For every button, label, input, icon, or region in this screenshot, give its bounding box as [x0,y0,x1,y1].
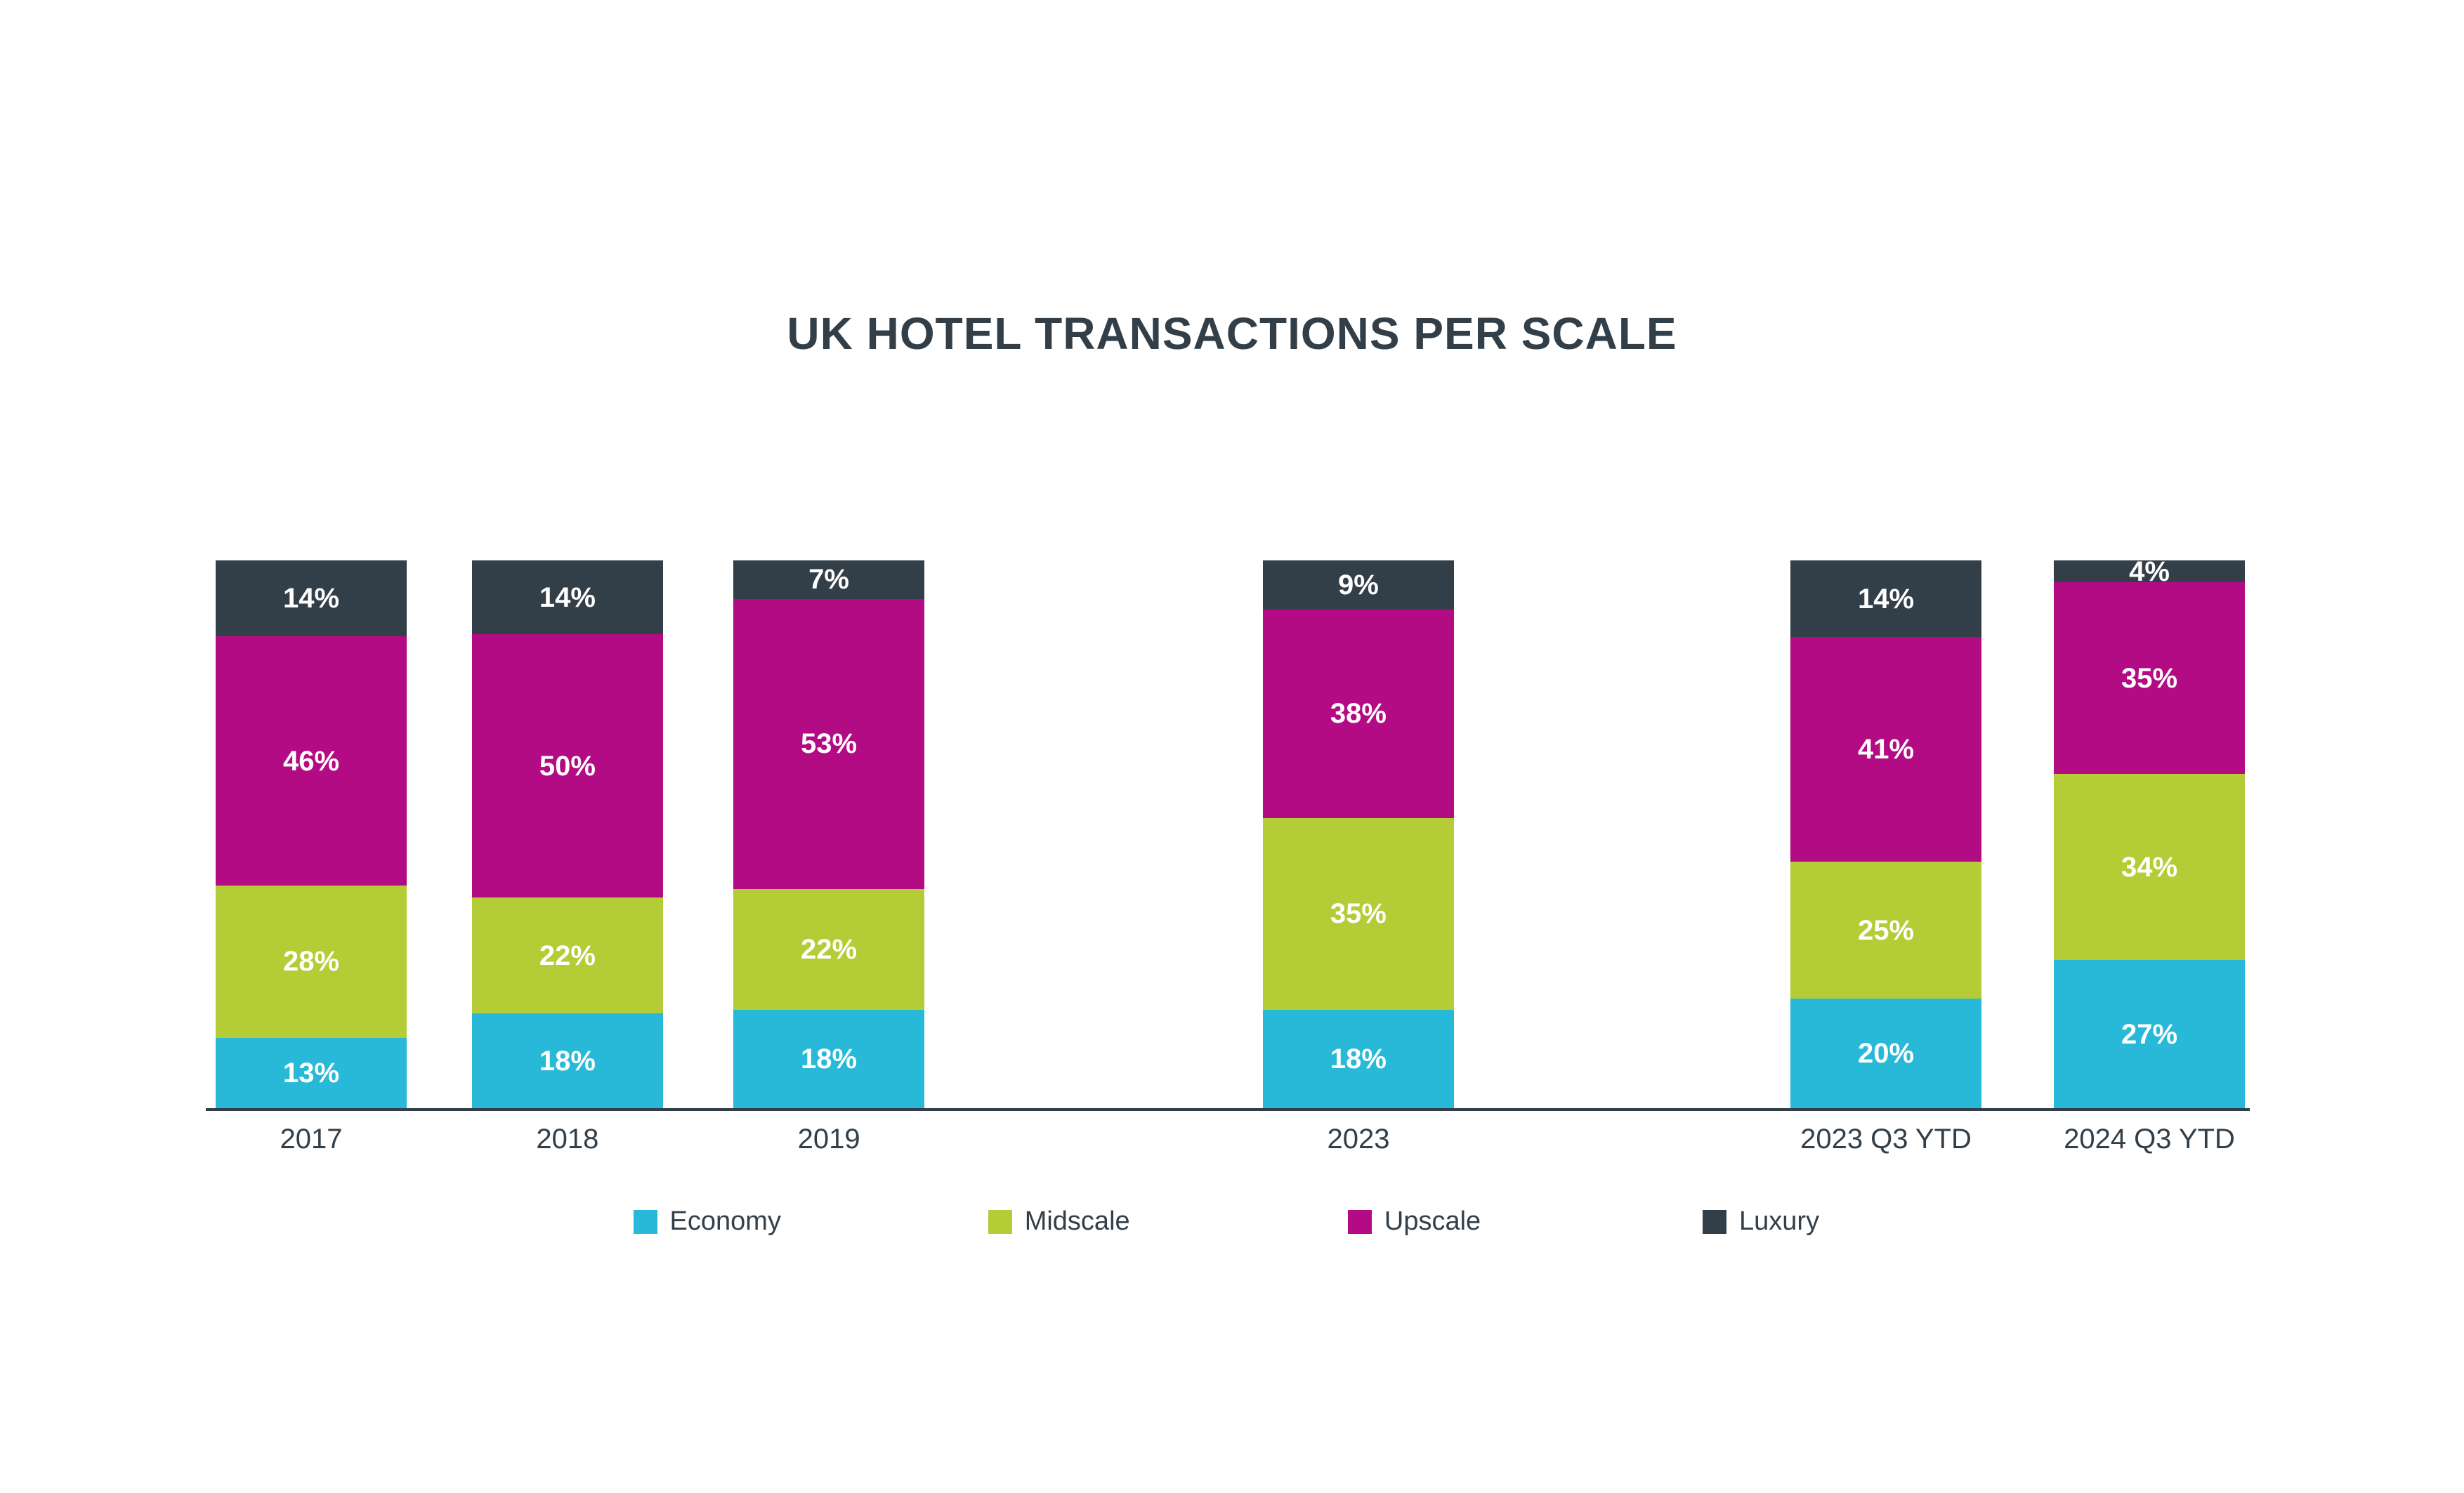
segment-value-label: 14% [283,583,340,614]
segment-value-label: 18% [801,1043,858,1074]
x-tick-label: 2017 [280,1124,343,1155]
segment-value-label: 4% [2129,555,2170,587]
bar-segment-economy-2023-q3-ytd: 20% [1790,999,1981,1108]
legend-label: Upscale [1384,1206,1481,1236]
segment-value-label: 13% [283,1057,340,1088]
segment-value-label: 41% [1857,734,1915,765]
legend-label: Luxury [1739,1206,1820,1236]
segment-value-label: 20% [1857,1038,1915,1069]
chart-title: UK HOTEL TRANSACTIONS PER SCALE [787,308,1677,359]
bar-segment-midscale-2018: 22% [471,897,663,1013]
segment-value-label: 34% [2121,851,2178,883]
segment-value-label: 25% [1857,914,1915,946]
segment-value-label: 28% [283,946,340,978]
bar-segment-upscale-2019: 53% [733,598,925,889]
segment-value-label: 53% [801,728,858,760]
bar-segment-upscale-2023-q3-ytd: 41% [1790,637,1981,862]
segment-value-label: 35% [2121,662,2178,694]
segment-value-label: 14% [539,581,596,613]
legend-swatch-icon [1347,1209,1372,1234]
bar-segment-midscale-2023-q3-ytd: 25% [1790,862,1981,999]
bar-segment-luxury-2017: 14% [216,560,407,637]
x-axis-line [206,1108,2250,1111]
x-tick-label: 2024 Q3 YTD [2064,1124,2235,1155]
segment-value-label: 7% [808,564,849,596]
legend-item-midscale: Midscale [988,1206,1130,1237]
chart-legend: Economy Midscale Upscale Luxury [0,1206,2464,1249]
bar-segment-midscale-2024-q3-ytd: 34% [2054,774,2245,961]
segment-value-label: 22% [801,933,858,965]
segment-value-label: 18% [1330,1043,1387,1074]
segment-value-label: 50% [539,750,596,782]
bar-segment-economy-2018: 18% [471,1013,663,1108]
legend-item-economy: Economy [633,1206,781,1237]
legend-item-luxury: Luxury [1703,1206,1819,1237]
segment-value-label: 18% [539,1045,596,1077]
bar-segment-midscale-2017: 28% [216,886,407,1038]
x-tick-label: 2019 [797,1124,860,1155]
legend-swatch-icon [988,1209,1012,1234]
legend-swatch-icon [633,1209,657,1234]
segment-value-label: 38% [1330,698,1387,730]
x-tick-label: 2023 Q3 YTD [1800,1124,1972,1155]
bar-segment-upscale-2023: 38% [1263,610,1454,818]
bar-segment-upscale-2018: 50% [471,634,663,897]
legend-item-upscale: Upscale [1347,1206,1481,1237]
legend-label: Economy [669,1206,781,1236]
bar-segment-luxury-2023: 9% [1263,560,1454,610]
bar-segment-economy-2023: 18% [1263,1009,1454,1108]
bar-segment-economy-2017: 13% [216,1037,407,1108]
bar-segment-luxury-2024-q3-ytd: 4% [2054,558,2245,586]
bar-segment-luxury-2018: 14% [471,560,663,634]
bar-segment-economy-2024-q3-ytd: 27% [2054,960,2245,1108]
bar-segment-upscale-2024-q3-ytd: 35% [2054,582,2245,775]
legend-swatch-icon [1703,1209,1727,1234]
x-tick-label: 2023 [1327,1124,1390,1155]
bar-segment-luxury-2019: 7% [733,560,925,599]
x-tick-label: 2018 [536,1124,599,1155]
segment-value-label: 22% [539,940,596,971]
segment-value-label: 35% [1330,898,1387,930]
bar-segment-economy-2019: 18% [733,1009,925,1108]
segment-value-label: 27% [2121,1018,2178,1050]
legend-label: Midscale [1024,1206,1130,1236]
bar-segment-upscale-2017: 46% [216,636,407,886]
bar-segment-midscale-2023: 35% [1263,817,1454,1010]
segment-value-label: 9% [1338,570,1379,601]
bar-segment-luxury-2023-q3-ytd: 14% [1790,560,1981,638]
bar-segment-midscale-2019: 22% [733,889,925,1010]
segment-value-label: 14% [1857,583,1915,614]
segment-value-label: 46% [283,745,340,777]
